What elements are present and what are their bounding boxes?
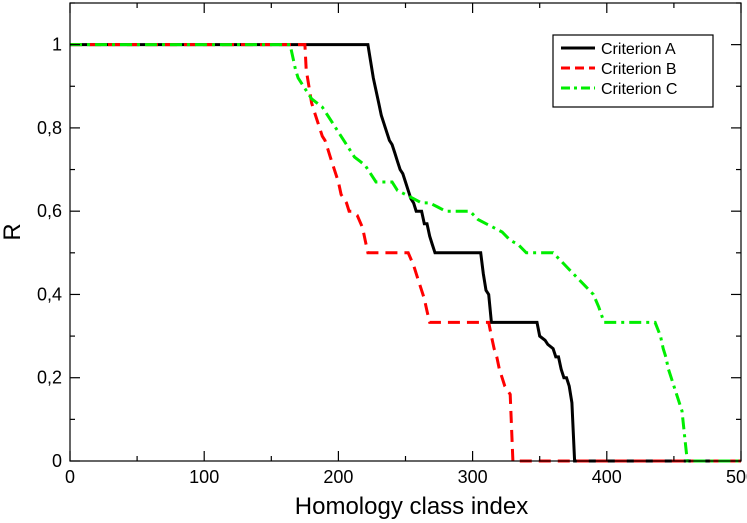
legend-label-2: Criterion B — [601, 61, 677, 78]
y-tick-label: 0,8 — [37, 118, 62, 138]
y-tick-label: 0,6 — [37, 201, 62, 221]
y-axis-title: R — [0, 223, 26, 240]
series-layer — [70, 43, 741, 463]
y-tick-label: 0 — [52, 451, 62, 471]
x-tick-label: 300 — [458, 467, 488, 487]
x-tick-label: 200 — [323, 467, 353, 487]
y-tick-label: 0,2 — [37, 368, 62, 388]
series-line-3 — [70, 43, 741, 463]
legend: Criterion A Criterion B Criterion C — [552, 34, 714, 108]
axes-layer: 0 100 200 300 400 500 0 0,2 0,4 0,6 0,8 1 — [37, 2, 747, 487]
x-tick-label: 0 — [65, 467, 75, 487]
x-tick-label: 100 — [189, 467, 219, 487]
x-tick-label: 400 — [592, 467, 622, 487]
series-line-2 — [70, 43, 741, 463]
y-tick-label: 0,4 — [37, 284, 62, 304]
legend-label-3: Criterion C — [601, 81, 677, 98]
x-axis-title: Homology class index — [295, 493, 528, 520]
series-line-1 — [70, 43, 741, 463]
y-tick-label: 1 — [52, 35, 62, 55]
x-tick-label: 500 — [726, 467, 747, 487]
legend-label-1: Criterion A — [601, 41, 676, 58]
